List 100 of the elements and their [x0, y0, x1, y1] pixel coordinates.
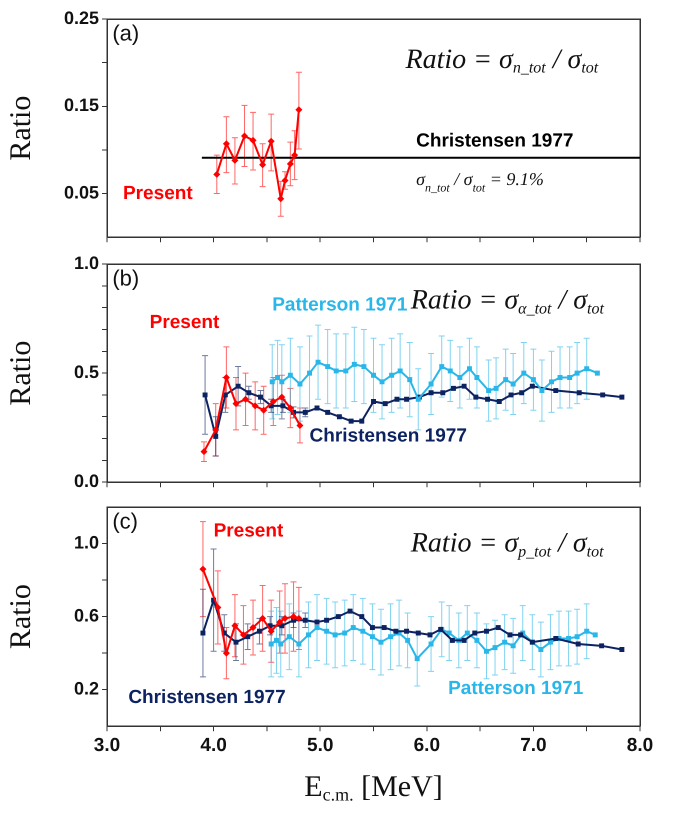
- point: [278, 394, 286, 401]
- point: [314, 620, 320, 625]
- point: [231, 156, 238, 164]
- point: [462, 384, 467, 389]
- point: [316, 360, 321, 365]
- point: [496, 625, 501, 630]
- point: [371, 372, 376, 378]
- point: [574, 634, 580, 640]
- point: [302, 618, 308, 623]
- point: [380, 379, 385, 384]
- point: [474, 374, 480, 380]
- point: [343, 368, 348, 374]
- point: [325, 364, 330, 370]
- point: [558, 374, 563, 380]
- point: [324, 618, 330, 623]
- series-label: Patterson 1971: [448, 678, 584, 700]
- point: [278, 642, 284, 646]
- point: [584, 366, 590, 372]
- point: [282, 176, 289, 184]
- point: [291, 152, 298, 159]
- text: Patterson 1971: [272, 294, 408, 316]
- point: [296, 642, 302, 646]
- y-tick-label: 1.0: [74, 532, 99, 552]
- point: [231, 622, 238, 630]
- series-label: Present: [214, 520, 284, 542]
- point: [336, 614, 341, 620]
- y-axis-title: Ratio: [4, 96, 37, 161]
- point: [212, 426, 220, 434]
- point: [270, 379, 275, 384]
- point: [199, 566, 206, 573]
- point: [404, 396, 410, 402]
- point: [236, 384, 241, 389]
- point: [290, 613, 298, 620]
- y-tick-label: 0.25: [64, 8, 99, 28]
- point: [286, 404, 294, 412]
- point: [485, 396, 490, 402]
- point: [282, 614, 289, 622]
- point: [450, 386, 456, 391]
- x-tick-label: 3.0: [94, 734, 120, 756]
- point: [496, 398, 502, 404]
- point: [592, 632, 598, 638]
- point: [510, 382, 516, 386]
- point: [521, 370, 526, 376]
- point: [553, 388, 558, 394]
- y-axis-title: Ratio: [4, 584, 37, 650]
- y-tick-label: 0.5: [74, 362, 99, 382]
- point: [214, 604, 222, 611]
- point: [494, 386, 499, 391]
- series-label: Christensen 1977: [310, 426, 467, 447]
- point: [416, 630, 421, 636]
- point: [324, 628, 330, 634]
- x-tick-label: 6.0: [414, 734, 440, 756]
- annotation: (a): [112, 20, 140, 46]
- series-label: Christensen 1977: [416, 130, 574, 152]
- point: [507, 632, 512, 638]
- point: [462, 638, 467, 643]
- point: [348, 418, 354, 424]
- point: [394, 396, 400, 402]
- point: [234, 640, 238, 645]
- point: [274, 638, 279, 643]
- point: [388, 634, 394, 640]
- point: [378, 640, 384, 645]
- point: [260, 406, 268, 414]
- point: [448, 368, 453, 374]
- point: [280, 403, 286, 408]
- point: [325, 410, 330, 415]
- point: [359, 418, 364, 424]
- point: [600, 392, 606, 398]
- point: [486, 388, 492, 394]
- point: [258, 394, 263, 400]
- point: [414, 656, 420, 662]
- point: [348, 608, 353, 614]
- point: [503, 377, 508, 382]
- point: [530, 377, 536, 382]
- point: [242, 396, 250, 403]
- point: [473, 394, 478, 400]
- point: [370, 625, 375, 630]
- point: [222, 140, 230, 148]
- point: [276, 618, 284, 626]
- text: Christensen 1977: [128, 686, 286, 708]
- x-tick-label: 8.0: [626, 734, 654, 756]
- point: [241, 132, 248, 140]
- point: [428, 382, 434, 386]
- point: [202, 392, 208, 398]
- point: [538, 647, 544, 652]
- point: [508, 392, 514, 398]
- point: [393, 628, 398, 634]
- y-tick-label: 0.6: [74, 606, 99, 626]
- point: [270, 398, 277, 405]
- point: [484, 648, 489, 654]
- point: [405, 638, 410, 643]
- point: [297, 382, 302, 386]
- point: [576, 642, 581, 646]
- point: [286, 160, 294, 168]
- point: [250, 624, 257, 632]
- point: [232, 400, 240, 408]
- point: [350, 625, 356, 630]
- annotation: (b): [112, 265, 140, 290]
- point: [472, 630, 478, 636]
- point: [389, 372, 394, 378]
